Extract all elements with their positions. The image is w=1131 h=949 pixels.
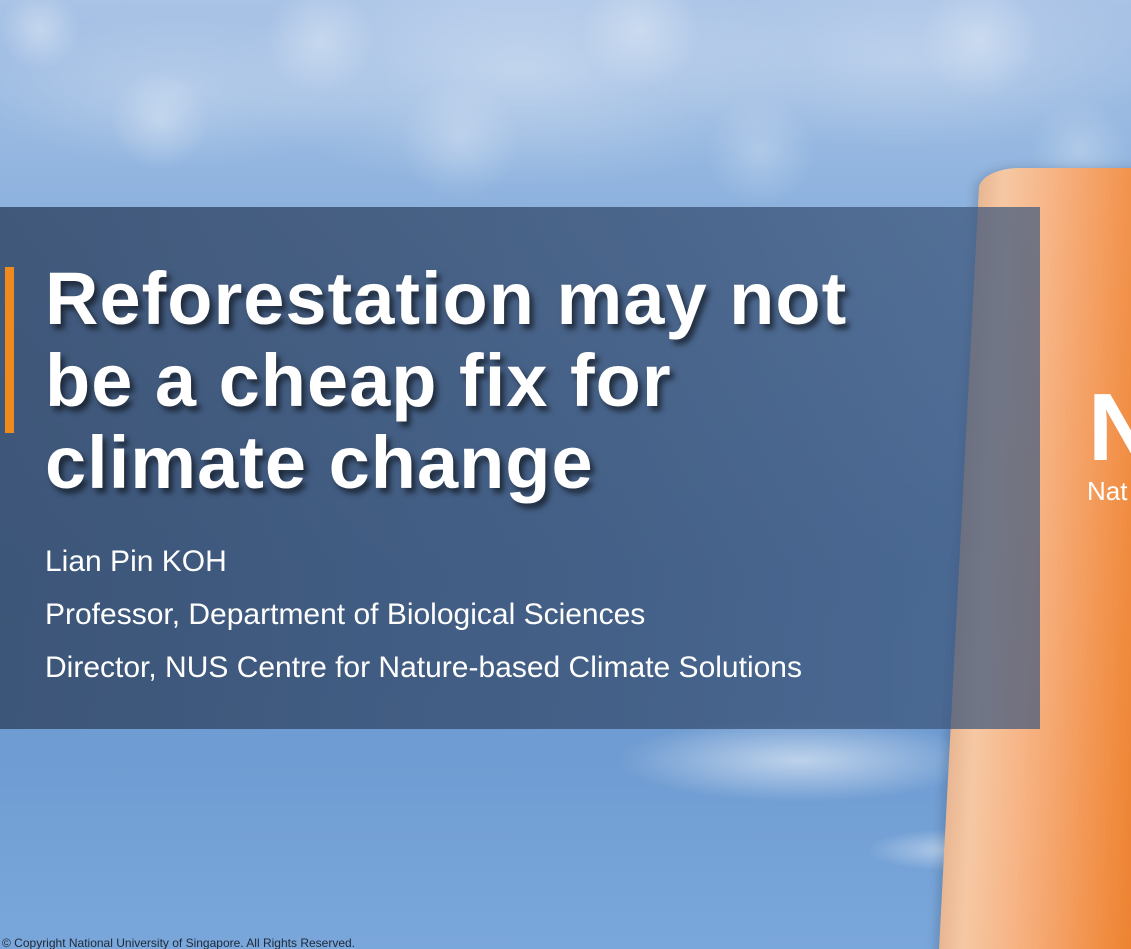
title-banner	[0, 207, 1040, 729]
title-accent-bar	[5, 267, 14, 433]
slide-title: Reforestation may not be a cheap fix for…	[45, 257, 848, 504]
copyright-notice: © Copyright National University of Singa…	[2, 936, 356, 949]
sky-clouds	[0, 0, 1131, 215]
nus-logo-text: N	[1088, 374, 1131, 481]
presenter-name: Lian Pin KOH	[45, 545, 227, 578]
presenter-director-role: Director, NUS Centre for Nature-based Cl…	[45, 651, 802, 684]
presenter-role: Professor, Department of Biological Scie…	[45, 598, 646, 631]
nus-logo-subtext: Nat	[1087, 476, 1128, 506]
